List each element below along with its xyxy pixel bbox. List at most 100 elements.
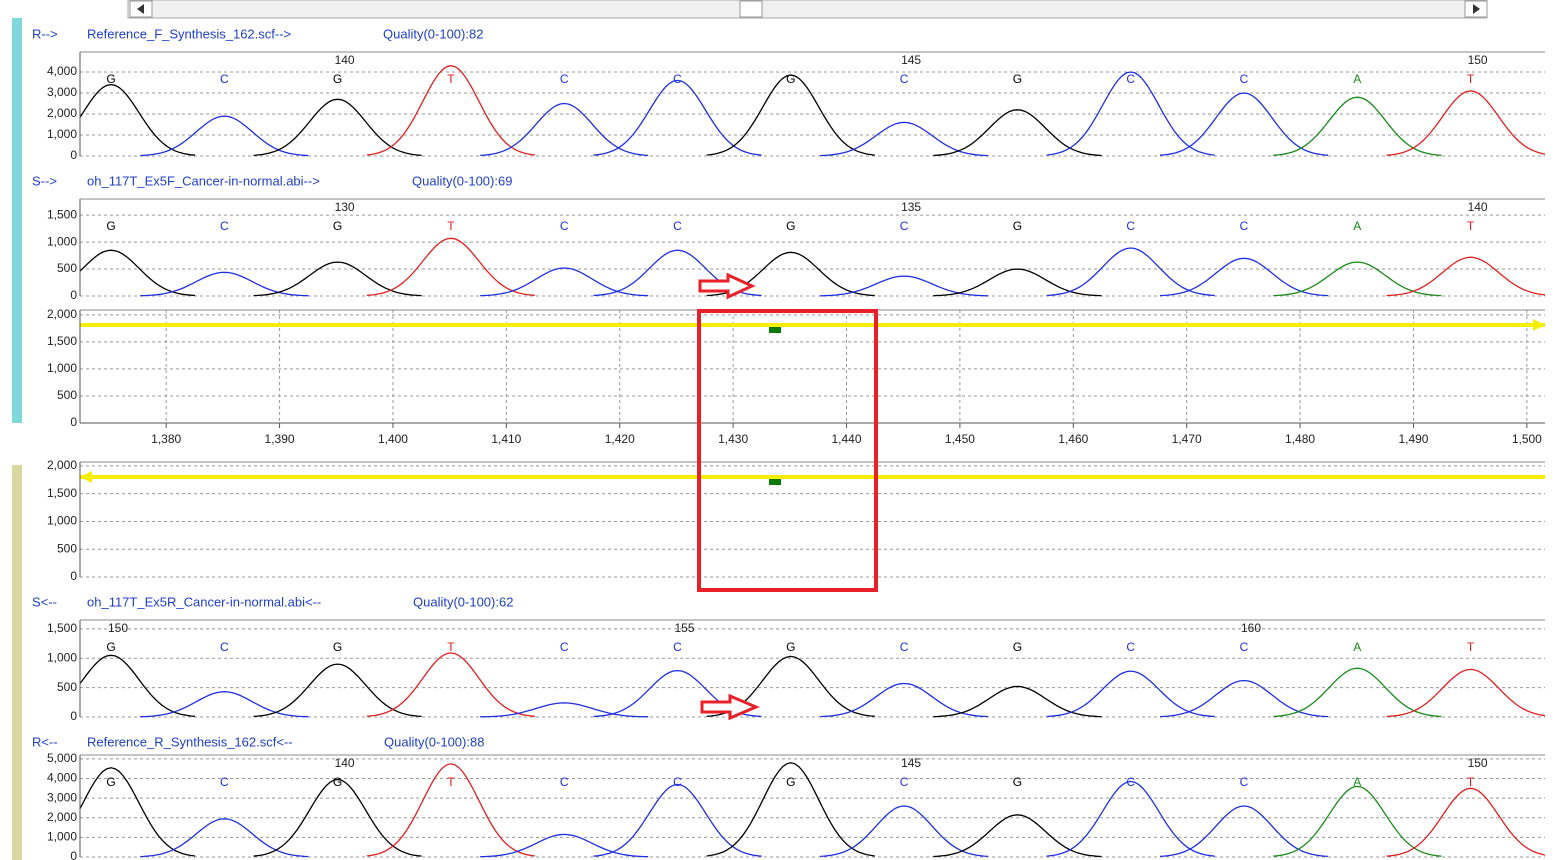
trace-direction: S--> bbox=[32, 173, 57, 188]
peak bbox=[480, 102, 649, 157]
peak bbox=[1046, 247, 1215, 297]
peak bbox=[140, 271, 309, 297]
base-call: C bbox=[1240, 775, 1249, 789]
x-tick-label: 1,450 bbox=[945, 432, 975, 446]
peak bbox=[1159, 805, 1329, 858]
reverse-strip bbox=[12, 465, 22, 860]
y-tick-label: 3,000 bbox=[47, 85, 77, 99]
x-tick-label: 1,470 bbox=[1172, 432, 1202, 446]
base-position: 140 bbox=[335, 53, 355, 67]
base-call: C bbox=[1126, 775, 1135, 789]
base-call: A bbox=[1353, 72, 1361, 86]
base-call: T bbox=[447, 640, 455, 654]
peak bbox=[1273, 667, 1442, 718]
y-tick-label: 5,000 bbox=[47, 751, 77, 765]
base-position: 150 bbox=[108, 621, 128, 635]
y-tick-label: 500 bbox=[57, 261, 77, 275]
trace-quality: Quality(0-100):62 bbox=[413, 594, 513, 609]
base-position: 145 bbox=[901, 53, 921, 67]
y-tick-label: 2,000 bbox=[47, 307, 77, 321]
y-tick-label: 1,000 bbox=[47, 650, 77, 664]
peak bbox=[933, 109, 1102, 157]
y-tick-label: 500 bbox=[57, 388, 77, 402]
base-call: C bbox=[1240, 72, 1249, 86]
y-tick-label: 4,000 bbox=[47, 771, 77, 785]
base-position: 150 bbox=[1468, 53, 1488, 67]
peak bbox=[1273, 785, 1442, 857]
y-tick-label: 0 bbox=[70, 415, 77, 429]
scrollbar[interactable] bbox=[127, 0, 1488, 19]
base-call: C bbox=[1126, 72, 1135, 86]
base-position: 160 bbox=[1241, 621, 1261, 635]
base-call: C bbox=[220, 640, 229, 654]
base-call: C bbox=[673, 72, 682, 86]
peak bbox=[366, 65, 535, 156]
peak bbox=[480, 267, 649, 297]
base-call: A bbox=[1353, 640, 1361, 654]
base-call: G bbox=[333, 640, 342, 654]
peak bbox=[1046, 71, 1215, 156]
peak bbox=[80, 767, 196, 857]
x-tick-label: 1,400 bbox=[378, 432, 408, 446]
y-tick-label: 1,500 bbox=[47, 486, 77, 500]
y-tick-label: 1,500 bbox=[47, 621, 77, 635]
trace-quality: Quality(0-100):82 bbox=[383, 26, 483, 41]
base-call: T bbox=[1467, 775, 1475, 789]
peak bbox=[706, 74, 875, 156]
base-call: C bbox=[900, 72, 909, 86]
base-call: C bbox=[900, 219, 909, 233]
peak bbox=[820, 275, 989, 297]
peak bbox=[140, 691, 309, 718]
base-call: G bbox=[786, 72, 795, 86]
peak bbox=[253, 98, 422, 157]
base-call: G bbox=[106, 219, 115, 233]
peak bbox=[80, 249, 196, 297]
peak bbox=[1386, 787, 1545, 857]
peak bbox=[933, 685, 1102, 718]
base-call: C bbox=[1240, 640, 1249, 654]
peak bbox=[253, 778, 422, 857]
peak bbox=[253, 261, 422, 297]
peak bbox=[366, 763, 535, 857]
x-tick-label: 1,420 bbox=[605, 432, 635, 446]
base-call: G bbox=[1013, 640, 1022, 654]
base-position: 130 bbox=[335, 200, 355, 214]
y-tick-label: 500 bbox=[57, 680, 77, 694]
peak bbox=[1046, 780, 1215, 857]
x-tick-label: 1,480 bbox=[1285, 432, 1315, 446]
x-tick-label: 1,490 bbox=[1398, 432, 1428, 446]
trace-direction: R<-- bbox=[32, 734, 58, 749]
base-call: G bbox=[1013, 775, 1022, 789]
strand-arrowhead bbox=[1533, 319, 1545, 331]
base-call: G bbox=[1013, 72, 1022, 86]
base-call: C bbox=[900, 775, 909, 789]
peak bbox=[140, 818, 309, 858]
base-position: 150 bbox=[1468, 756, 1488, 770]
base-call: C bbox=[560, 219, 569, 233]
x-tick-label: 1,390 bbox=[265, 432, 295, 446]
y-tick-label: 2,000 bbox=[47, 458, 77, 472]
peak bbox=[80, 83, 196, 156]
base-call: C bbox=[1126, 640, 1135, 654]
peak bbox=[366, 652, 535, 717]
forward-strip bbox=[12, 18, 22, 423]
base-call: C bbox=[220, 775, 229, 789]
peak bbox=[933, 814, 1102, 858]
trace-file: oh_117T_Ex5F_Cancer-in-normal.abi--> bbox=[87, 173, 320, 188]
variant-marker bbox=[769, 327, 781, 333]
base-call: C bbox=[220, 72, 229, 86]
base-position: 140 bbox=[335, 756, 355, 770]
peak bbox=[140, 115, 309, 157]
peak bbox=[1386, 256, 1545, 297]
strand-arrowhead bbox=[80, 471, 92, 483]
base-call: T bbox=[1467, 219, 1475, 233]
peak bbox=[1159, 92, 1329, 156]
y-tick-label: 500 bbox=[57, 541, 77, 555]
peak bbox=[1046, 670, 1215, 718]
peak bbox=[933, 268, 1102, 297]
peak bbox=[1159, 679, 1329, 718]
base-call: G bbox=[106, 640, 115, 654]
peak bbox=[253, 663, 422, 718]
x-tick-label: 1,410 bbox=[491, 432, 521, 446]
trace-file: Reference_R_Synthesis_162.scf<-- bbox=[87, 734, 293, 749]
